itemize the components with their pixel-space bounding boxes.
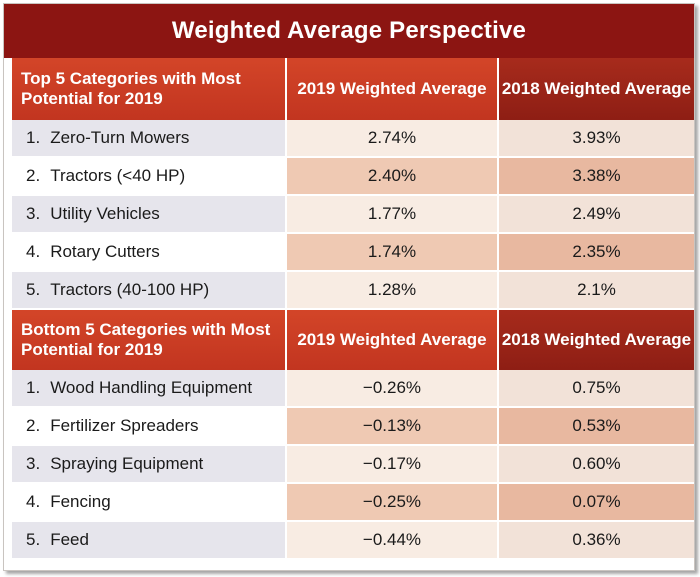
value-2019: −0.26%: [287, 370, 499, 408]
rank: 3.: [26, 454, 41, 473]
rank: 5.: [26, 280, 41, 299]
category-cell: 1. Wood Handling Equipment: [12, 370, 287, 408]
category-header: Top 5 Categories with Most Potential for…: [12, 58, 287, 127]
col-2018-header: 2018 Weighted Average: [499, 58, 694, 127]
value-2018: 0.07%: [499, 484, 694, 522]
table-frame: Weighted Average Perspective Top 5 Categ…: [3, 3, 695, 571]
col-2019-header: 2019 Weighted Average: [287, 58, 499, 127]
category-name: Wood Handling Equipment: [50, 378, 253, 397]
value-2018: 2.49%: [499, 196, 694, 234]
category-name: Rotary Cutters: [50, 242, 160, 261]
value-2019: 2.40%: [287, 158, 499, 196]
rank: 2.: [26, 416, 41, 435]
table-row: 3. Utility Vehicles 1.77% 2.49%: [12, 196, 694, 234]
category-cell: 3. Utility Vehicles: [12, 196, 287, 234]
rank: 4.: [26, 492, 41, 511]
table-row: 5. Tractors (40-100 HP) 1.28% 2.1%: [12, 272, 694, 310]
category-name: Fencing: [50, 492, 111, 511]
category-name: Spraying Equipment: [50, 454, 204, 473]
value-2019: 1.74%: [287, 234, 499, 272]
table-row: 5. Feed −0.44% 0.36%: [12, 522, 694, 560]
category-name: Tractors (<40 HP): [50, 166, 186, 185]
value-2019: −0.13%: [287, 408, 499, 446]
category-cell: 4. Rotary Cutters: [12, 234, 287, 272]
rank: 2.: [26, 166, 41, 185]
value-2018: 3.38%: [499, 158, 694, 196]
table-row: 4. Fencing −0.25% 0.07%: [12, 484, 694, 522]
data-table: Top 5 Categories with Most Potential for…: [12, 58, 694, 560]
table-row: 3. Spraying Equipment −0.17% 0.60%: [12, 446, 694, 484]
rank: 1.: [26, 128, 41, 147]
category-name: Tractors (40-100 HP): [50, 280, 210, 299]
value-2019: −0.44%: [287, 522, 499, 560]
category-cell: 5. Tractors (40-100 HP): [12, 272, 287, 310]
category-header: Bottom 5 Categories with Most Potential …: [12, 310, 287, 377]
table-row: 2. Tractors (<40 HP) 2.40% 3.38%: [12, 158, 694, 196]
category-cell: 5. Feed: [12, 522, 287, 560]
rank: 5.: [26, 530, 41, 549]
section-header-bottom: Bottom 5 Categories with Most Potential …: [12, 310, 694, 377]
category-name: Zero-Turn Mowers: [50, 128, 190, 147]
col-2019-header: 2019 Weighted Average: [287, 310, 499, 377]
table-row: 1. Wood Handling Equipment −0.26% 0.75%: [12, 370, 694, 408]
category-cell: 2. Fertilizer Spreaders: [12, 408, 287, 446]
table-title: Weighted Average Perspective: [4, 4, 694, 58]
value-2018: 3.93%: [499, 120, 694, 158]
value-2018: 0.75%: [499, 370, 694, 408]
value-2019: 1.77%: [287, 196, 499, 234]
category-cell: 1. Zero-Turn Mowers: [12, 120, 287, 158]
value-2019: −0.25%: [287, 484, 499, 522]
category-cell: 4. Fencing: [12, 484, 287, 522]
value-2019: 2.74%: [287, 120, 499, 158]
value-2019: 1.28%: [287, 272, 499, 310]
value-2018: 0.36%: [499, 522, 694, 560]
value-2019: −0.17%: [287, 446, 499, 484]
category-name: Fertilizer Spreaders: [50, 416, 199, 435]
rank: 4.: [26, 242, 41, 261]
category-name: Utility Vehicles: [50, 204, 160, 223]
value-2018: 2.35%: [499, 234, 694, 272]
rank: 3.: [26, 204, 41, 223]
rank: 1.: [26, 378, 41, 397]
table-row: 4. Rotary Cutters 1.74% 2.35%: [12, 234, 694, 272]
col-2018-header: 2018 Weighted Average: [499, 310, 694, 377]
value-2018: 0.53%: [499, 408, 694, 446]
category-cell: 3. Spraying Equipment: [12, 446, 287, 484]
section-header-top: Top 5 Categories with Most Potential for…: [12, 58, 694, 127]
category-name: Feed: [50, 530, 89, 549]
value-2018: 2.1%: [499, 272, 694, 310]
value-2018: 0.60%: [499, 446, 694, 484]
table-row: 2. Fertilizer Spreaders −0.13% 0.53%: [12, 408, 694, 446]
table-row: 1. Zero-Turn Mowers 2.74% 3.93%: [12, 120, 694, 158]
category-cell: 2. Tractors (<40 HP): [12, 158, 287, 196]
